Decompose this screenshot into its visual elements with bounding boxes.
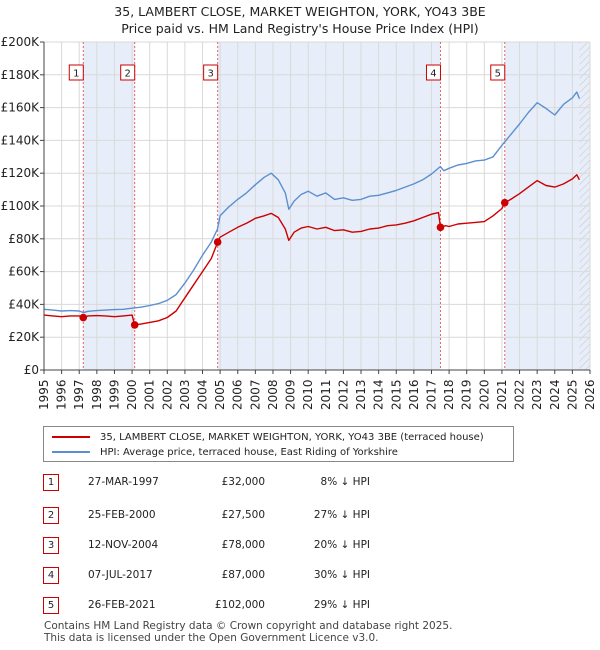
table-row: 2 25-FEB-2000 £27,500 27% ↓ HPI	[43, 507, 443, 525]
transaction-number: 2	[43, 507, 59, 524]
transaction-number: 5	[43, 597, 59, 614]
transaction-hpi-diff: 27% ↓ HPI	[313, 509, 370, 521]
x-tick-label: 2016	[407, 379, 421, 410]
x-tick-label: 2015	[389, 379, 403, 410]
x-tick-label: 1995	[37, 379, 51, 410]
y-tick-label: £20K	[8, 330, 40, 344]
legend-swatch-hpi	[52, 451, 90, 453]
legend-item-hpi: HPI: Average price, terraced house, East…	[52, 445, 398, 459]
x-tick-label: 2025	[565, 379, 579, 410]
footer-line1: Contains HM Land Registry data © Crown c…	[44, 620, 453, 632]
transaction-box-2	[120, 64, 136, 81]
y-tick-label: £120K	[1, 166, 41, 180]
transaction-number: 1	[43, 474, 59, 491]
transaction-hpi-diff: 20% ↓ HPI	[313, 539, 370, 551]
transaction-date: 25-FEB-2000	[88, 509, 156, 521]
footer-line2: This data is licensed under the Open Gov…	[44, 632, 379, 644]
chart-title-line2: Price paid vs. HM Land Registry's House …	[121, 21, 479, 36]
transaction-price: £78,000	[221, 539, 265, 551]
x-tick-label: 2014	[372, 379, 386, 410]
y-tick-label: £100K	[1, 199, 41, 213]
x-tick-label: 2024	[548, 379, 562, 410]
x-tick-label: 2004	[196, 379, 210, 410]
transaction-hpi-diff: 29% ↓ HPI	[313, 599, 370, 611]
y-tick-label: £200K	[1, 35, 41, 49]
x-tick-label: 2010	[301, 379, 315, 410]
transaction-date: 07-JUL-2017	[88, 569, 153, 581]
x-tick-label: 2002	[160, 379, 174, 410]
x-tick-label: 2019	[460, 379, 474, 410]
transaction-box-3	[203, 64, 219, 81]
x-tick-label: 2017	[424, 379, 438, 410]
table-row: 4 07-JUL-2017 £87,000 30% ↓ HPI	[43, 567, 443, 585]
footer: Contains HM Land Registry data © Crown c…	[44, 620, 452, 644]
x-tick-label: 1996	[55, 379, 69, 410]
y-tick-label: £80K	[8, 232, 40, 246]
transaction-box-label-5: 5	[495, 69, 501, 80]
transaction-number: 3	[43, 537, 59, 554]
x-tick-label: 1999	[107, 379, 121, 410]
transaction-price: £102,000	[214, 599, 265, 611]
transaction-price: £32,000	[221, 476, 265, 488]
x-tick-label: 1997	[72, 379, 86, 410]
x-tick-label: 2026	[583, 379, 597, 410]
y-tick-label: £160K	[1, 101, 41, 115]
x-tick-label: 2022	[513, 379, 527, 410]
x-tick-label: 2011	[319, 379, 333, 410]
transaction-hpi-diff: 30% ↓ HPI	[313, 569, 370, 581]
table-row: 1 27-MAR-1997 £32,000 8% ↓ HPI	[43, 474, 443, 492]
y-tick-label: £140K	[1, 133, 41, 147]
transaction-price: £27,500	[221, 509, 265, 521]
transaction-box-5	[490, 64, 506, 81]
table-row: 5 26-FEB-2021 £102,000 29% ↓ HPI	[43, 597, 443, 615]
transaction-marker-2	[130, 321, 139, 329]
y-tick-label: £0	[24, 363, 39, 377]
chart-title: 35, LAMBERT CLOSE, MARKET WEIGHTON, YORK…	[0, 3, 600, 37]
transaction-marker-1	[79, 313, 88, 322]
x-tick-label: 2012	[336, 379, 350, 410]
x-tick-label: 2000	[125, 379, 139, 410]
transaction-box-label-1: 1	[73, 69, 79, 80]
y-tick-label: £40K	[8, 297, 40, 311]
chart-title-line1: 35, LAMBERT CLOSE, MARKET WEIGHTON, YORK…	[114, 4, 486, 19]
transaction-box-1	[68, 64, 84, 81]
x-tick-label: 2009	[284, 379, 298, 410]
x-tick-label: 2021	[495, 379, 509, 410]
legend-label-hpi: HPI: Average price, terraced house, East…	[100, 446, 398, 458]
hpi-series-line	[43, 91, 581, 314]
transaction-hpi-diff: 8% ↓ HPI	[320, 476, 370, 488]
legend-swatch-property	[52, 436, 90, 438]
transaction-number: 4	[43, 567, 59, 584]
x-tick-label: 2001	[143, 379, 157, 410]
transaction-date: 26-FEB-2021	[88, 599, 156, 611]
transaction-marker-3	[213, 238, 222, 246]
transaction-date: 12-NOV-2004	[88, 539, 159, 551]
x-tick-label: 2013	[354, 379, 368, 410]
chart-area: 1 2 3 4 5 £0 £20K £40K £60K £80K £100K £120K £140K £…	[1, 35, 597, 410]
transaction-box-4	[425, 64, 441, 81]
legend: 35, LAMBERT CLOSE, MARKET WEIGHTON, YORK…	[43, 426, 514, 462]
x-tick-label: 2006	[231, 379, 245, 410]
legend-label-property: 35, LAMBERT CLOSE, MARKET WEIGHTON, YORK…	[100, 431, 484, 443]
y-tick-label: £60K	[8, 265, 40, 279]
y-tick-label: £180K	[1, 68, 41, 82]
x-tick-label: 2005	[213, 379, 227, 410]
transaction-box-label-3: 3	[207, 69, 213, 80]
x-tick-label: 1998	[90, 379, 104, 410]
x-tick-label: 2003	[178, 379, 192, 410]
transaction-box-label-2: 2	[125, 69, 131, 80]
x-tick-label: 2008	[266, 379, 280, 410]
x-tick-label: 2007	[248, 379, 262, 410]
transaction-price: £87,000	[221, 569, 265, 581]
x-tick-label: 2020	[477, 379, 491, 410]
transaction-date: 27-MAR-1997	[88, 476, 159, 488]
transaction-box-label-4: 4	[430, 69, 436, 80]
legend-item-property: 35, LAMBERT CLOSE, MARKET WEIGHTON, YORK…	[52, 430, 484, 444]
transaction-marker-5	[500, 198, 509, 207]
transaction-marker-4	[436, 223, 445, 232]
table-row: 3 12-NOV-2004 £78,000 20% ↓ HPI	[43, 537, 443, 555]
x-tick-label: 2018	[442, 379, 456, 410]
x-tick-label: 2023	[530, 379, 544, 410]
